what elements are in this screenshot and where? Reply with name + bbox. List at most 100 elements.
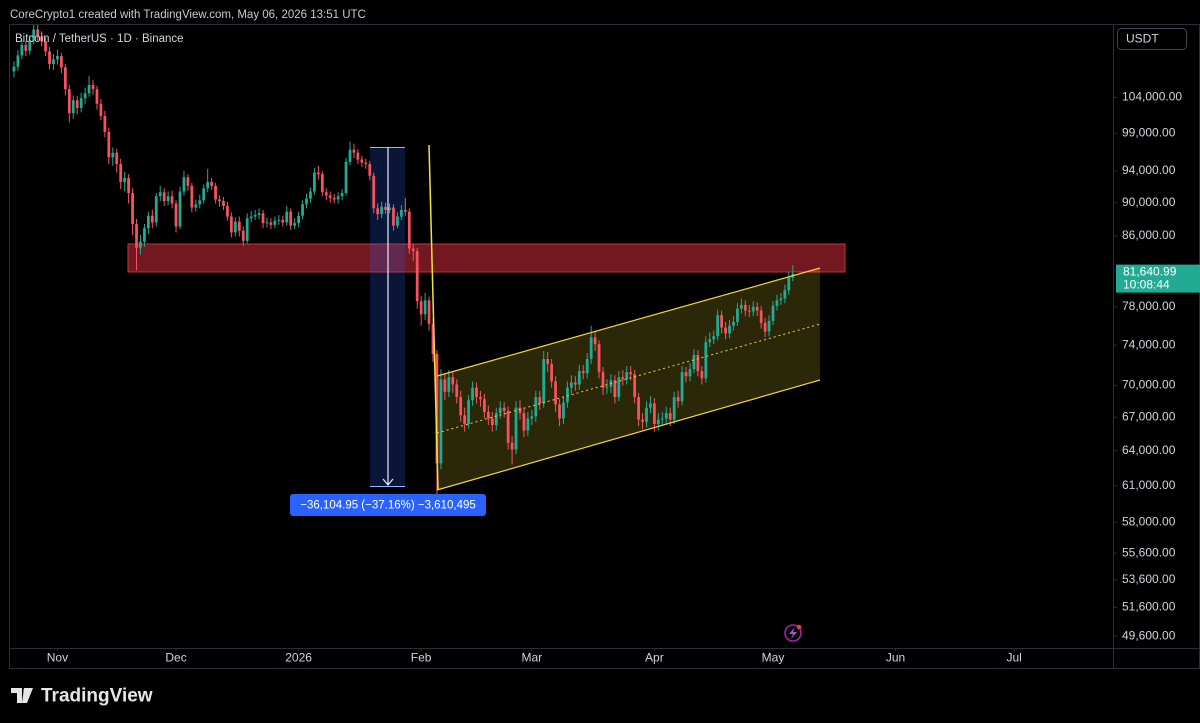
y-tick-label: 86,000.00	[1122, 228, 1176, 242]
candle-body	[372, 175, 376, 209]
candle-body	[233, 221, 237, 233]
candle-body	[415, 251, 419, 302]
candle-body	[625, 372, 629, 380]
candle-body	[376, 208, 380, 215]
candle-body	[704, 342, 708, 379]
candle-body	[629, 372, 633, 375]
candle-body	[83, 93, 87, 99]
candle-body	[411, 248, 415, 252]
candle-body	[91, 85, 95, 90]
candle-body	[732, 321, 735, 326]
footer-logo	[11, 687, 33, 703]
candle-body	[218, 199, 221, 202]
countdown: 10:08:44	[1123, 277, 1170, 291]
candle-body	[123, 178, 127, 182]
logo-dot	[23, 687, 29, 694]
candle-body	[692, 355, 696, 370]
candle-body	[700, 371, 704, 379]
candle-body	[392, 207, 395, 226]
candle-body	[206, 181, 210, 189]
candle-body	[194, 204, 198, 208]
candle-body	[344, 161, 348, 194]
candle-body	[403, 210, 407, 212]
candle-body	[226, 205, 229, 217]
candle-body	[293, 223, 297, 226]
candle-body	[316, 172, 320, 175]
candle-body	[170, 196, 174, 204]
candle-body	[463, 415, 467, 424]
candle-body	[111, 152, 115, 158]
candle-body	[736, 308, 739, 322]
candle-body	[24, 44, 28, 51]
candles	[12, 25, 795, 497]
candle-body	[550, 364, 554, 382]
candle-body	[115, 152, 119, 165]
x-tick-label: Dec	[165, 651, 186, 665]
candle-body	[328, 195, 332, 198]
candle-body	[589, 337, 593, 360]
candle-body	[542, 359, 546, 404]
y-tick-label: 67,000.00	[1122, 410, 1176, 424]
candle-body	[131, 193, 134, 225]
x-tick-label: May	[762, 651, 785, 665]
candle-body	[297, 215, 300, 224]
candle-body	[309, 191, 312, 199]
currency-box[interactable]	[1117, 28, 1187, 50]
candle-body	[439, 379, 443, 464]
candle-body	[107, 131, 111, 158]
candle-body	[265, 222, 269, 224]
candle-body	[281, 219, 285, 223]
candle-body	[253, 214, 257, 217]
candle-body	[154, 196, 158, 223]
candle-body	[526, 418, 530, 431]
y-tick-label: 61,000.00	[1122, 478, 1176, 492]
candle-body	[214, 185, 217, 200]
candle-body	[613, 380, 617, 398]
candle-body	[660, 418, 664, 420]
candle-body	[222, 201, 225, 206]
candle-body	[48, 51, 51, 65]
candle-body	[95, 89, 99, 104]
y-tick-label: 78,000.00	[1122, 299, 1176, 313]
candle-body	[483, 399, 486, 412]
channel-fill	[437, 268, 820, 490]
candle-body	[139, 241, 142, 248]
candle-body	[510, 442, 514, 450]
candle-body	[241, 230, 245, 241]
drawings-front	[370, 144, 821, 491]
candle-body	[63, 67, 67, 90]
event-dot	[796, 624, 802, 630]
x-tick-label: Nov	[47, 651, 68, 665]
candle-body	[506, 410, 510, 443]
x-tick-label: 2026	[285, 651, 312, 665]
candle-body	[605, 386, 609, 388]
candle-body	[641, 419, 644, 422]
candle-body	[447, 377, 451, 392]
candle-body	[569, 382, 573, 388]
candle-body	[494, 413, 498, 426]
candle-body	[178, 191, 182, 227]
candle-body	[743, 304, 747, 311]
candle-body	[538, 397, 542, 404]
candle-body	[332, 197, 336, 200]
candle-body	[60, 56, 63, 68]
candle-body	[498, 407, 502, 414]
y-tick-label: 53,600.00	[1122, 572, 1176, 586]
candle-body	[419, 301, 423, 315]
candle-body	[99, 103, 103, 116]
y-tick-label: 70,000.00	[1122, 378, 1176, 392]
trend-line	[428, 144, 439, 491]
candle-body	[471, 387, 474, 401]
footer-brand: TradingView	[41, 686, 153, 707]
candle-body	[562, 402, 565, 419]
event-icon[interactable]	[784, 624, 802, 642]
currency[interactable]: USDT	[1126, 32, 1159, 46]
candle-body	[380, 206, 384, 215]
candle-body	[585, 359, 589, 374]
y-tick-label: 49,600.00	[1122, 628, 1176, 642]
candle-body	[771, 305, 775, 321]
candle-body	[455, 384, 459, 398]
candle-body	[783, 290, 787, 299]
candle-body	[668, 413, 672, 420]
